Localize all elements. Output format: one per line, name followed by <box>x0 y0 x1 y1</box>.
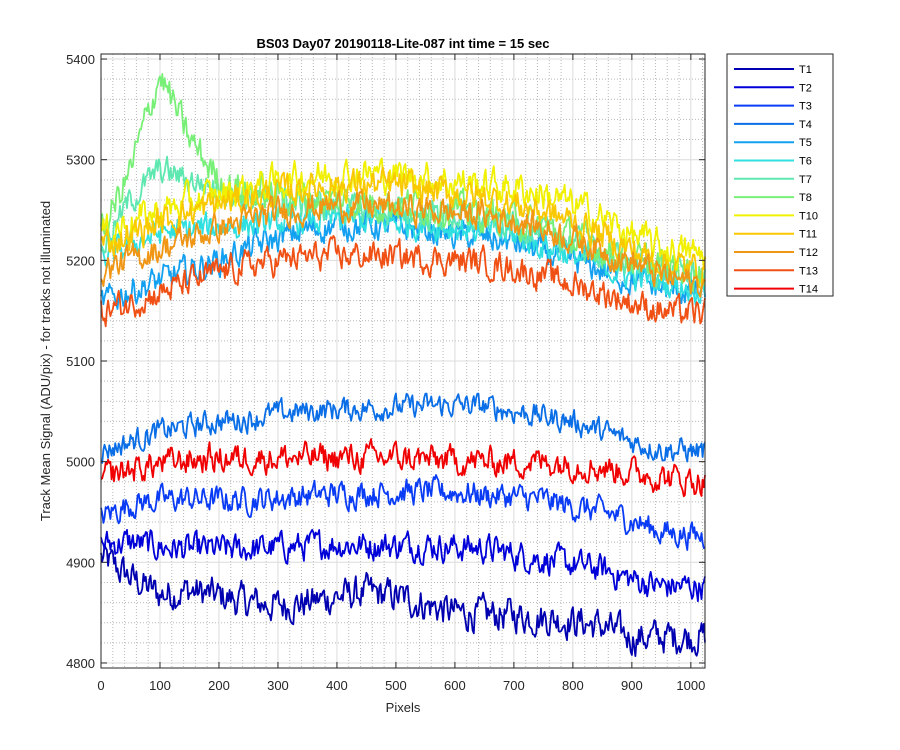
x-tick-label: 200 <box>208 678 230 693</box>
y-tick-label: 5300 <box>66 153 95 168</box>
legend-label-t13: T13 <box>799 265 818 277</box>
y-tick-label: 4900 <box>66 555 95 570</box>
series-line-t4 <box>100 392 706 464</box>
legend-label-t14: T14 <box>799 284 818 296</box>
y-tick-label: 4800 <box>66 656 95 671</box>
series-line-t14 <box>100 438 706 498</box>
y-tick-label: 5200 <box>66 253 95 268</box>
legend-label-t4: T4 <box>799 119 812 131</box>
x-axis-ticks: 0 100 200 300 400 500 600 700 800 900 1000 <box>97 54 705 693</box>
x-tick-label: 600 <box>444 678 466 693</box>
x-axis-label: Pixels <box>386 700 421 715</box>
legend-label-t8: T8 <box>799 192 812 204</box>
x-tick-label: 800 <box>562 678 584 693</box>
legend-label-t5: T5 <box>799 137 812 149</box>
x-tick-label: 400 <box>326 678 348 693</box>
x-tick-label: 1000 <box>676 678 705 693</box>
x-tick-label: 300 <box>267 678 289 693</box>
y-axis-label: Track Mean Signal (ADU/pix) - for tracks… <box>38 201 53 521</box>
y-axis-ticks: 4800 4900 5000 5100 5200 5300 5400 <box>66 52 705 671</box>
legend: T1 T2 T3 T4 T5 T6 T7 T8 T10 T11 T12 T13 T14 <box>726 53 834 297</box>
legend-label-t12: T12 <box>799 247 818 259</box>
legend-label-t2: T2 <box>799 82 812 94</box>
legend-label-t3: T3 <box>799 101 812 113</box>
series-line-t3 <box>100 474 706 551</box>
legend-label-t10: T10 <box>799 210 818 222</box>
series-line-t1 <box>100 543 706 657</box>
x-tick-label: 500 <box>385 678 407 693</box>
legend-label-t6: T6 <box>799 156 812 168</box>
x-tick-label: 0 <box>97 678 104 693</box>
y-tick-label: 5000 <box>66 455 95 470</box>
minor-grid <box>101 54 705 668</box>
series-line-t12 <box>100 189 706 298</box>
legend-label-t1: T1 <box>799 64 812 76</box>
series-line-t5 <box>100 209 706 310</box>
legend-box <box>726 53 834 297</box>
y-tick-label: 5100 <box>66 354 95 369</box>
series-line-t2 <box>100 528 706 602</box>
legend-label-t7: T7 <box>799 174 812 186</box>
x-tick-label: 700 <box>503 678 525 693</box>
y-tick-label: 5400 <box>66 52 95 67</box>
chart-title: BS03 Day07 20190118-Lite-087 int time = … <box>256 36 549 51</box>
series-layer <box>100 73 706 657</box>
x-tick-label: 100 <box>149 678 171 693</box>
legend-label-t11: T11 <box>799 229 817 241</box>
series-line-t13 <box>100 235 706 328</box>
x-tick-label: 900 <box>621 678 643 693</box>
series-line-t11 <box>100 166 706 291</box>
